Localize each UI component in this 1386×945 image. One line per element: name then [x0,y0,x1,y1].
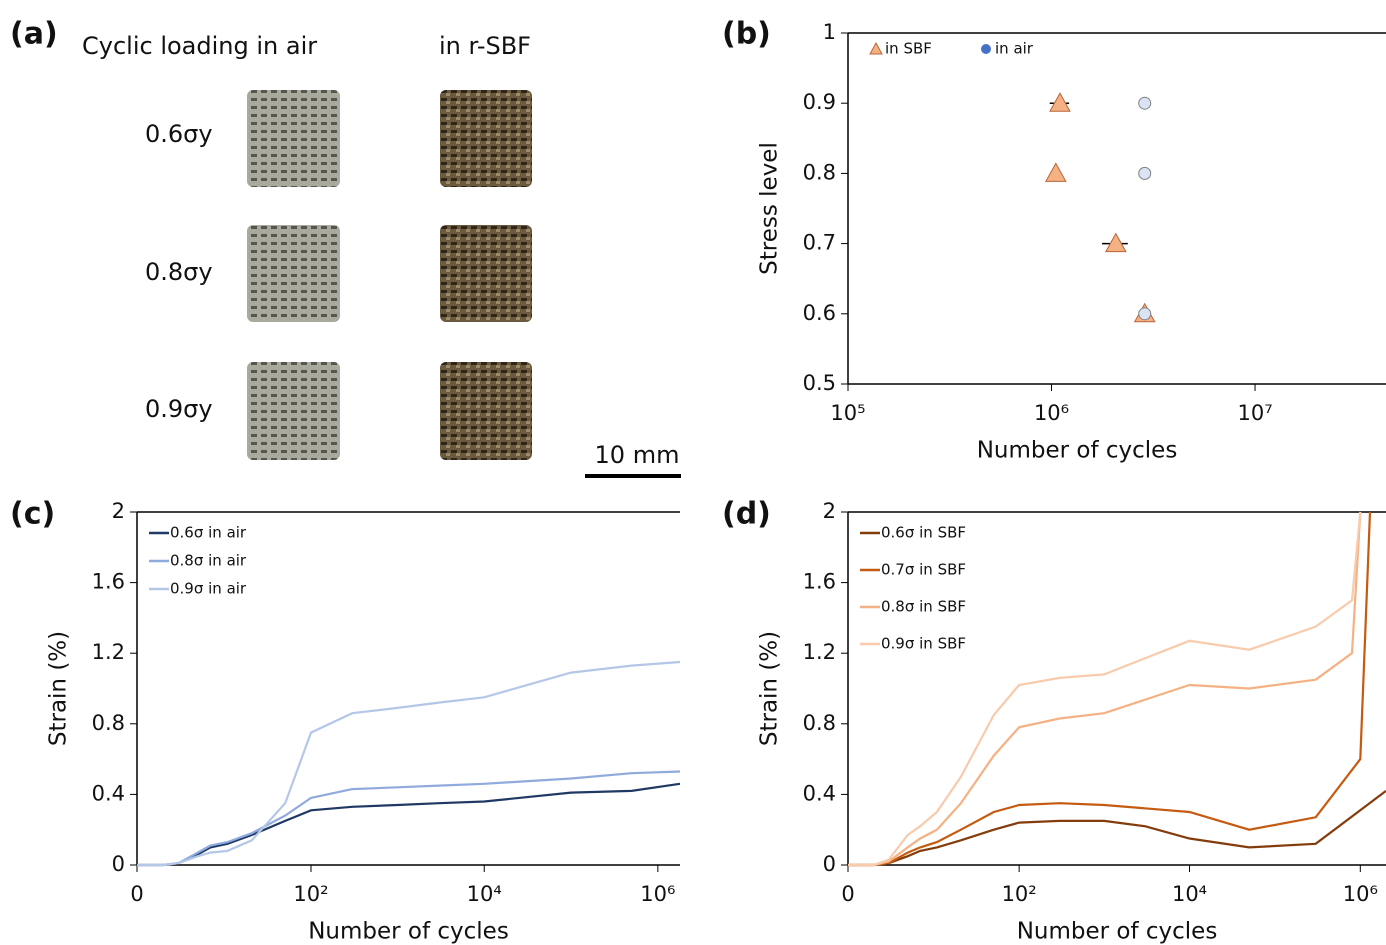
legend-label: 0.6σ in SBF [881,524,966,542]
y-tick-label: 2 [823,499,836,523]
x-tick-label: 10² [293,882,328,906]
x-axis-label: Number of cycles [1017,919,1218,945]
x-tick-label: 10⁵ [830,401,865,425]
y-axis-label: Strain (%) [757,631,783,746]
x-tick-label: 10⁶ [1343,882,1378,906]
y-tick-label: 0.7 [803,231,836,255]
row-label: 0.8σy [145,258,213,286]
data-line [137,770,680,867]
x-tick-label: 0 [130,882,143,906]
x-axis-label: Number of cycles [308,919,509,945]
y-axis-label: Strain (%) [46,631,72,746]
y-tick-label: 0.8 [803,160,836,184]
y-tick-label: 1.2 [803,640,836,664]
sample-photo [440,362,532,460]
sample-photo [247,225,340,322]
point [1138,96,1152,110]
x-tick-label: 0 [841,882,854,906]
panel-label: (b) [722,17,771,52]
y-tick-label: 0 [823,852,836,876]
y-tick-label: 0.4 [92,781,125,805]
point [1138,307,1152,321]
photo-panel: (a) Cyclic loading in air in r-SBF 0.6σy… [10,17,681,478]
row-label: 0.9σy [145,395,213,423]
data-line [137,660,680,867]
data-line [848,790,1386,867]
legend-label: 0.6σ in air [170,524,247,542]
row-label: 0.6σy [145,120,213,148]
y-tick-label: 0.4 [803,781,836,805]
x-axis-label: Number of cycles [977,438,1178,464]
chart: (b) 0.5 0.6 0.7 0.8 0.9 1 10⁵ 10⁶ 10⁷ Number of cy… [722,17,1386,464]
x-tick-label: 10⁷ [1237,401,1272,425]
sample-photo [247,362,340,460]
x-tick-label: 10⁶ [640,882,675,906]
y-axis-label: Stress level [757,142,783,275]
column-title: Cyclic loading in air [82,32,317,60]
panel-label: (a) [10,17,58,52]
data-line [848,511,1372,867]
legend-label: 0.8σ in air [170,552,247,570]
legend-label: in SBF [885,40,932,58]
y-tick-label: 1.6 [92,570,125,594]
legend-label: in air [995,40,1034,58]
y-tick-label: 0.8 [92,711,125,735]
legend-label: 0.7σ in SBF [881,561,966,579]
y-tick-label: 1.2 [92,640,125,664]
column-title: in r-SBF [439,32,531,60]
point [1049,92,1071,112]
y-tick-label: 0.8 [803,711,836,735]
y-tick-label: 0.5 [803,371,836,395]
chart: (d) 0 0.4 0.8 1.2 1.6 2 0 10² 10⁴ 10⁶ Number of cyc… [722,497,1386,945]
plot-area [1044,92,1156,323]
x-tick-label: 10⁶ [1034,401,1069,425]
y-tick-label: 0 [112,852,125,876]
y-tick-label: 0.6 [803,301,836,325]
scale-bar-label: 10 mm [595,441,680,469]
point [1104,232,1127,253]
legend-label: 0.9σ in air [170,580,247,598]
x-tick-label: 10⁴ [467,882,502,906]
plot-area [848,511,1386,867]
panel-label: (c) [10,497,55,532]
sample-photo [247,90,340,187]
y-tick-label: 1 [823,20,836,44]
data-line [848,511,1362,867]
plot-area [137,660,680,867]
sample-photo [440,225,532,322]
legend-label: 0.9σ in SBF [881,635,966,653]
point [1044,162,1067,182]
legend-marker [869,41,883,55]
sample-photo [440,90,532,187]
legend-marker [981,44,991,54]
y-tick-label: 1.6 [803,570,836,594]
x-tick-label: 10⁴ [1172,882,1207,906]
y-tick-label: 2 [112,499,125,523]
y-tick-label: 0.9 [803,90,836,114]
chart: (c) 0 0.4 0.8 1.2 1.6 2 0 10² 10⁴ 10⁶ Number of cyc… [10,497,680,945]
panel-label: (d) [722,497,771,532]
data-line [848,511,1362,867]
legend-label: 0.8σ in SBF [881,598,966,616]
x-tick-label: 10² [1002,882,1037,906]
point [1138,166,1152,180]
